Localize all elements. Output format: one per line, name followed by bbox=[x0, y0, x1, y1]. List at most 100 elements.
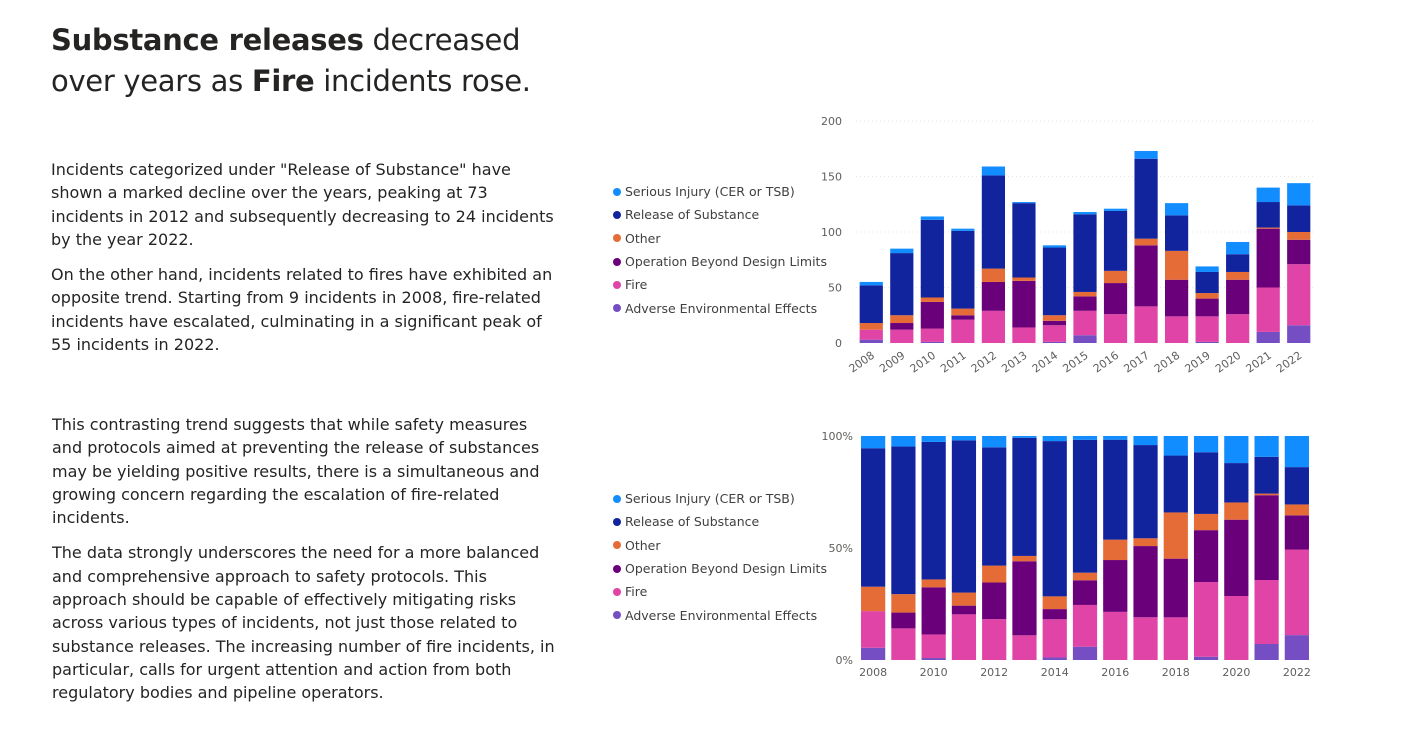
bar-segment bbox=[982, 582, 1007, 620]
legend-swatch-icon bbox=[613, 257, 621, 266]
bar-segment bbox=[1226, 241, 1250, 255]
bar-segment bbox=[1284, 635, 1309, 660]
bar-segment bbox=[951, 315, 975, 320]
bar-segment bbox=[921, 436, 946, 442]
legend-item[interactable]: Fire bbox=[613, 580, 827, 603]
bar-segment bbox=[1103, 208, 1128, 211]
legend-label: Operation Beyond Design Limits bbox=[625, 561, 827, 577]
x-tick-label: 2011 bbox=[938, 349, 968, 376]
bar-segment bbox=[1042, 320, 1067, 326]
bar-segment bbox=[1133, 546, 1158, 618]
bar-segment bbox=[1134, 306, 1158, 343]
legend-item[interactable]: Other bbox=[613, 534, 827, 557]
bar-segment bbox=[1072, 572, 1098, 581]
x-tick-label: 2022 bbox=[1274, 349, 1304, 376]
x-tick-label: 2018 bbox=[1162, 666, 1190, 679]
bar-segment bbox=[859, 323, 883, 330]
legend-item[interactable]: Operation Beyond Design Limits bbox=[613, 250, 827, 273]
legend-swatch-icon bbox=[613, 541, 621, 550]
bar-segment bbox=[1012, 277, 1036, 281]
headline-bold-1: Substance releases bbox=[51, 23, 364, 57]
legend-item[interactable]: Adverse Environmental Effects bbox=[613, 603, 827, 626]
headline: Substance releases decreased over years … bbox=[51, 20, 591, 102]
legend-item[interactable]: Release of Substance bbox=[613, 510, 827, 533]
x-tick-label: 2012 bbox=[980, 666, 1008, 679]
legend-swatch-icon bbox=[613, 280, 621, 289]
x-tick-label: 2018 bbox=[1152, 349, 1182, 376]
bar-segment bbox=[951, 440, 977, 593]
legend-item[interactable]: Serious Injury (CER or TSB) bbox=[613, 487, 827, 510]
y-tick-label: 100% bbox=[822, 430, 853, 443]
bar-segment bbox=[890, 329, 914, 343]
bar-segment bbox=[1284, 504, 1309, 516]
bar-segment bbox=[891, 612, 916, 629]
x-tick-label: 2016 bbox=[1091, 349, 1121, 376]
bar-segment bbox=[1133, 617, 1158, 660]
legend-item[interactable]: Adverse Environmental Effects bbox=[613, 296, 827, 319]
x-tick-label: 2010 bbox=[920, 666, 948, 679]
bar-segment bbox=[1134, 150, 1158, 159]
x-tick-label: 2019 bbox=[1182, 349, 1212, 376]
bar-segment bbox=[1103, 611, 1128, 660]
bar-segment bbox=[861, 647, 886, 660]
bar-segment bbox=[1012, 203, 1036, 278]
bar-segment bbox=[921, 658, 946, 660]
bar-segment bbox=[1134, 238, 1158, 246]
bar-segment bbox=[1195, 341, 1219, 343]
legend-label: Serious Injury (CER or TSB) bbox=[625, 491, 795, 507]
bar-segment bbox=[982, 436, 1007, 448]
headline-end: incidents rose. bbox=[314, 64, 531, 98]
x-tick-label: 2017 bbox=[1121, 349, 1151, 376]
bar-segment bbox=[861, 448, 886, 587]
stacked-bar-chart[interactable]: 0 50 100 150 200 2008 2009 2010 2011 2012 2013 2014… bbox=[820, 110, 1320, 380]
bar-segment bbox=[859, 339, 883, 343]
legend-item[interactable]: Operation Beyond Design Limits bbox=[613, 557, 827, 580]
bar-segment bbox=[1042, 245, 1067, 248]
legend-item[interactable]: Other bbox=[613, 227, 827, 250]
bar-segment bbox=[1042, 325, 1067, 342]
bar-segment bbox=[861, 586, 886, 612]
bar-segment bbox=[1163, 455, 1188, 513]
legend-swatch-icon bbox=[613, 187, 621, 196]
y-tick-label: 0% bbox=[836, 654, 853, 667]
legend-item[interactable]: Release of Substance bbox=[613, 203, 827, 226]
bar-segment bbox=[1195, 271, 1219, 294]
bar-segment bbox=[1224, 436, 1249, 464]
bar-segment bbox=[951, 592, 977, 606]
bar-segment bbox=[1193, 656, 1219, 660]
bar-segment bbox=[1254, 495, 1279, 580]
bar-segment bbox=[1254, 493, 1279, 496]
bar-segment bbox=[1226, 254, 1250, 272]
x-tick-label: 2016 bbox=[1101, 666, 1129, 679]
bar-segment bbox=[1072, 646, 1098, 660]
bar-segment bbox=[1103, 539, 1128, 561]
bar-segment bbox=[921, 579, 946, 588]
bar-segment bbox=[982, 447, 1007, 566]
bar-segment bbox=[1164, 316, 1189, 343]
y-tick-label: 0 bbox=[835, 337, 842, 350]
bar-segment bbox=[921, 634, 946, 659]
bar-segment bbox=[1012, 327, 1036, 343]
bar-segment bbox=[1134, 158, 1158, 239]
bar-segment bbox=[920, 328, 944, 342]
bar-segment bbox=[951, 436, 977, 441]
bar-segment bbox=[1226, 271, 1250, 280]
legend-item[interactable]: Serious Injury (CER or TSB) bbox=[613, 180, 827, 203]
bar-segment bbox=[1042, 596, 1067, 610]
bar-segment bbox=[891, 594, 916, 613]
legend-item[interactable]: Fire bbox=[613, 273, 827, 296]
bar-segment bbox=[1073, 291, 1097, 297]
bar-segment bbox=[1163, 558, 1188, 618]
bar-segment bbox=[1193, 582, 1219, 657]
x-tick-label: 2020 bbox=[1222, 666, 1250, 679]
legend-stacked-chart[interactable]: Serious Injury (CER or TSB) Release of Su… bbox=[613, 180, 827, 320]
bar-segment bbox=[1103, 314, 1128, 343]
bar-segment bbox=[1254, 580, 1279, 644]
bar-segment bbox=[1163, 436, 1188, 456]
bar-segment bbox=[1012, 436, 1037, 438]
bar-segment bbox=[891, 436, 916, 447]
bar-segment bbox=[1226, 314, 1250, 343]
bar-segment bbox=[1073, 296, 1097, 311]
legend-percent-chart[interactable]: Serious Injury (CER or TSB) Release of Su… bbox=[613, 487, 827, 627]
percent-stacked-bar-chart[interactable]: 0% 50% 100% 2008 2010 2012 2014 2016 2018 2020 202… bbox=[820, 425, 1320, 685]
